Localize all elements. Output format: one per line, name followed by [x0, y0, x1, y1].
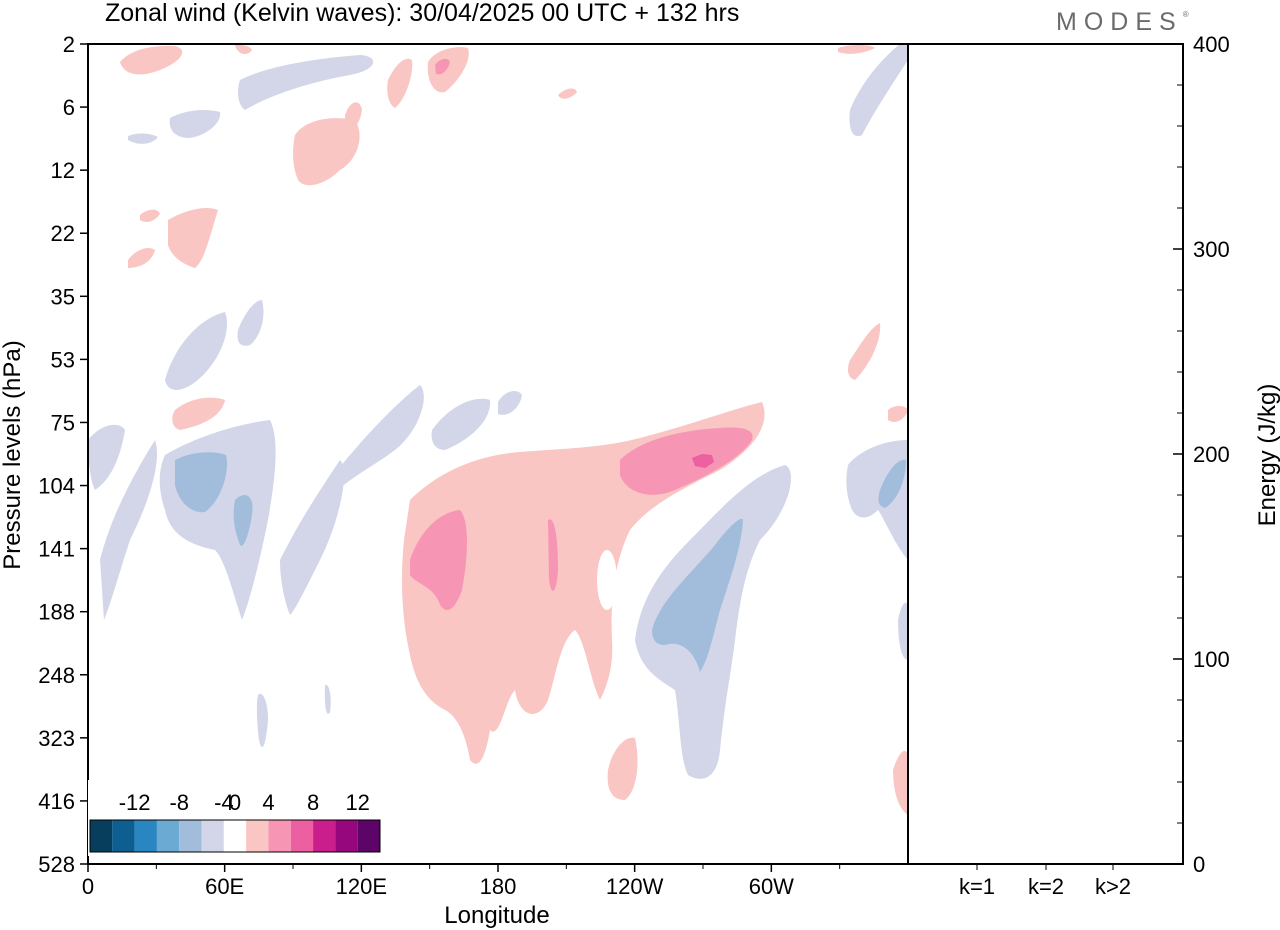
energy-category-label: k=2	[1028, 874, 1064, 899]
pressure-tick-label: 323	[38, 726, 75, 751]
energy-tick-label: 300	[1193, 237, 1230, 262]
longitude-tick-label: 180	[480, 874, 517, 899]
energy-tick-label: 100	[1193, 647, 1230, 672]
modes-logo: MODES®	[1056, 8, 1189, 36]
pressure-tick-label: 528	[38, 852, 75, 877]
pressure-tick-label: 416	[38, 789, 75, 814]
negative-anomaly-west	[159, 420, 276, 620]
chart-title: Zonal wind (Kelvin waves): 30/04/2025 00…	[105, 0, 739, 27]
colorbar-label: -12	[119, 790, 151, 815]
logo-text: MODES	[1056, 8, 1183, 36]
colorbar-swatch	[357, 820, 380, 852]
longitude-axis: 0 60E 120E 180 120W 60W	[82, 864, 841, 899]
energy-tick-label: 0	[1193, 852, 1205, 877]
colorbar-swatch	[223, 820, 247, 852]
positive-anomaly-main	[402, 402, 765, 764]
energy-bars: k=1 k=2 k>2	[955, 863, 1135, 899]
colorbar-label: 12	[345, 790, 369, 815]
colorbar-label: -4	[214, 790, 234, 815]
colorbar-swatch	[112, 820, 135, 852]
colorbar-swatch	[290, 820, 314, 852]
colorbar-swatch	[201, 820, 224, 852]
longitude-tick-label: 60E	[205, 874, 244, 899]
pressure-tick-label: 12	[51, 158, 75, 183]
pressure-tick-label: 2	[63, 32, 75, 57]
energy-axis-title: Energy (J/kg)	[1254, 384, 1280, 527]
colorbar-swatch	[268, 820, 291, 852]
y-axis-title: Pressure levels (hPa)	[0, 340, 26, 569]
longitude-tick-label: 120W	[606, 874, 664, 899]
colorbar-label: 0	[229, 790, 241, 815]
colorbar-swatch	[134, 820, 157, 852]
energy-bar	[955, 863, 999, 865]
pressure-tick-label: 35	[51, 284, 75, 309]
negative-anomaly-west-core	[175, 452, 228, 513]
colorbar-swatch	[156, 820, 180, 852]
energy-panel-frame	[907, 43, 1184, 865]
colorbar-label: 8	[307, 790, 319, 815]
positive-anomaly-core-east	[620, 427, 753, 495]
negative-anomaly-east-core	[652, 518, 743, 672]
colorbar-swatch	[246, 820, 269, 852]
longitude-tick-label: 0	[82, 874, 94, 899]
pressure-tick-label: 248	[38, 663, 75, 688]
pressure-axis: 2 6 12 22 35 53 75 104 141 188 248 323 416 528	[38, 32, 88, 877]
colorbar-swatch	[179, 820, 202, 852]
colorbar-border	[89, 819, 381, 853]
pressure-tick-label: 188	[38, 600, 75, 625]
pressure-tick-label: 104	[38, 474, 75, 499]
pressure-tick-label: 6	[63, 95, 75, 120]
colorbar-label: 4	[262, 790, 274, 815]
energy-category-label: k>2	[1095, 874, 1131, 899]
pressure-tick-label: 75	[51, 410, 75, 435]
x-axis-title: Longitude	[444, 902, 549, 929]
positive-anomaly-strip	[548, 519, 558, 591]
energy-tick-label: 200	[1193, 442, 1230, 467]
colorbar-label: -8	[169, 790, 189, 815]
colorbar-swatch	[313, 820, 336, 852]
longitude-tick-label: 120E	[336, 874, 387, 899]
pressure-tick-label: 53	[51, 347, 75, 372]
positive-anomaly-peak	[692, 454, 714, 468]
colorbar-swatch	[90, 820, 113, 852]
energy-tick-label: 400	[1193, 32, 1230, 57]
zonal-wind-contours	[88, 44, 908, 815]
energy-axis: 0 100 200 300 400	[1173, 32, 1230, 877]
colorbar: -12 -8 -40 4 8 12	[88, 780, 382, 856]
positive-anomaly-core-west	[410, 510, 467, 611]
energy-category-label: k=1	[959, 874, 995, 899]
pressure-tick-label: 22	[51, 221, 75, 246]
pressure-tick-label: 141	[38, 537, 75, 562]
longitude-tick-label: 60W	[749, 874, 794, 899]
colorbar-swatch	[335, 820, 358, 852]
